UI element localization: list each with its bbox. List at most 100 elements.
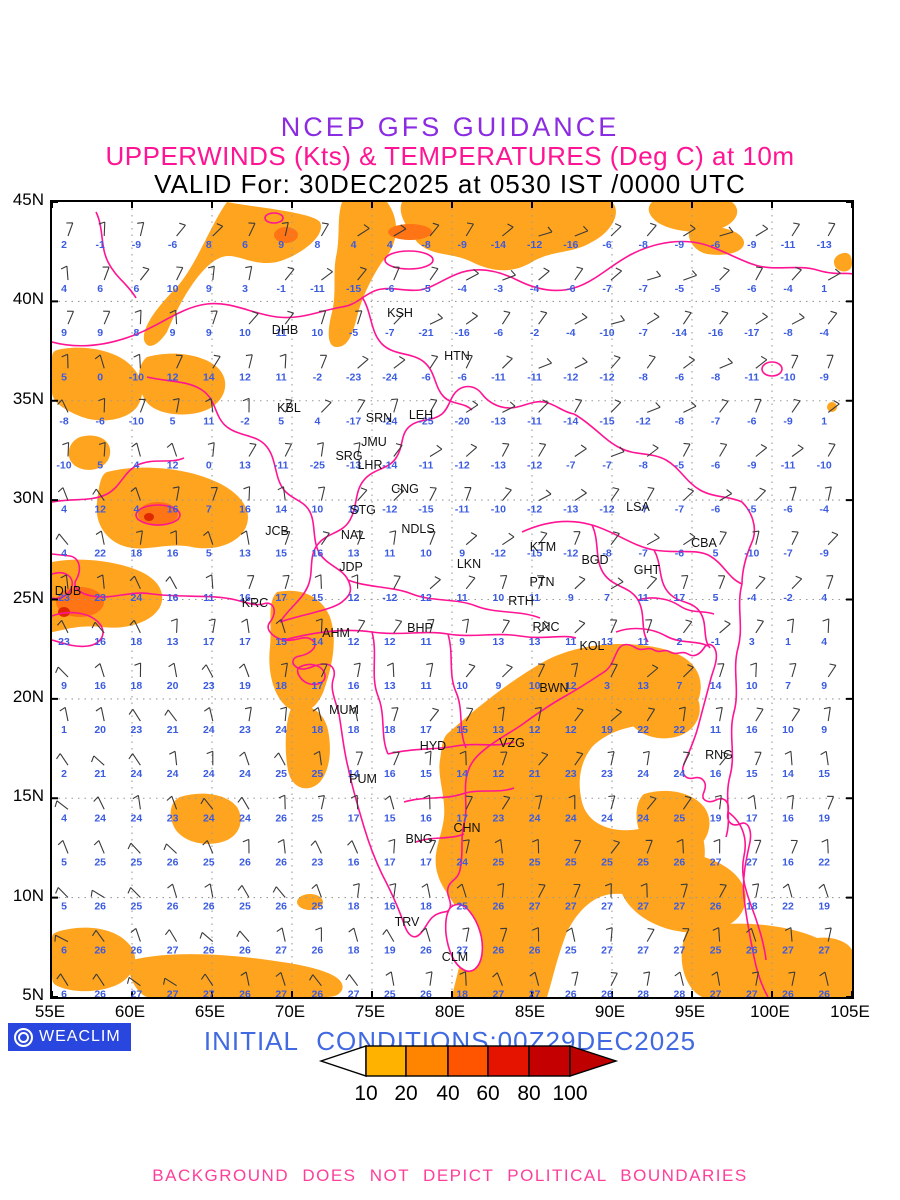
- temp-value: -5: [675, 283, 684, 295]
- wind-barb: [426, 662, 434, 678]
- temp-value: 22: [782, 901, 794, 913]
- temp-value: -16: [708, 327, 723, 339]
- wind-barb: [824, 927, 832, 942]
- wind-barb: [715, 706, 723, 722]
- wind-barb: [165, 576, 178, 590]
- wind-barb: [320, 354, 328, 369]
- temp-value: 10: [420, 548, 432, 560]
- temp-value: 4: [61, 283, 67, 295]
- temp-value: 10: [312, 504, 324, 516]
- wind-barb: [640, 882, 648, 898]
- wind-barb: [429, 707, 440, 722]
- wind-barb: [280, 706, 288, 722]
- city-label-clm: CLM: [442, 950, 468, 964]
- temp-value: 25: [239, 901, 251, 913]
- wind-barb: [500, 574, 508, 589]
- temp-value: -8: [59, 415, 68, 427]
- wind-barb: [94, 354, 105, 369]
- wind-barb: [538, 399, 549, 413]
- wind-barb: [605, 882, 612, 898]
- temp-value: 14: [710, 680, 722, 692]
- wind-barb: [610, 446, 625, 458]
- wind-barb: [201, 664, 214, 678]
- temp-value: 22: [674, 724, 686, 736]
- temp-value: 26: [312, 945, 324, 957]
- wind-barb: [712, 927, 721, 942]
- city-label-srn: SRN: [366, 411, 392, 425]
- temp-value: 16: [348, 680, 360, 692]
- wind-barb: [309, 974, 322, 987]
- wind-barb: [573, 531, 581, 545]
- wind-barb: [683, 270, 698, 281]
- temp-value: 26: [275, 856, 287, 868]
- temp-value: 5: [206, 548, 212, 560]
- wind-barb: [316, 442, 324, 457]
- temp-value: 27: [275, 945, 287, 957]
- wind-barb: [429, 354, 439, 369]
- wind-barb: [465, 312, 478, 325]
- wind-barb: [133, 353, 141, 369]
- temp-value: 23: [131, 724, 143, 736]
- wind-barb: [538, 310, 548, 325]
- wind-barb: [92, 488, 105, 501]
- temp-value: -24: [382, 415, 397, 427]
- wind-barb: [176, 222, 186, 237]
- temp-value: 9: [568, 592, 574, 604]
- wind-barb: [427, 618, 435, 634]
- temp-value: 25: [601, 856, 613, 868]
- temp-value: 18: [275, 680, 287, 692]
- temp-value: 10: [348, 504, 360, 516]
- temp-value: 24: [637, 812, 649, 824]
- temp-value: 16: [94, 680, 106, 692]
- wind-barb: [610, 314, 625, 325]
- city-label-kol: KOL: [579, 639, 604, 653]
- wind-barb: [500, 927, 508, 942]
- temp-value: 17: [674, 592, 686, 604]
- temp-value: 11: [529, 592, 540, 604]
- wind-barb: [170, 618, 178, 633]
- temp-value: 18: [456, 989, 468, 997]
- temp-value: -11: [274, 460, 289, 472]
- wind-barb: [62, 441, 70, 457]
- temp-value: 18: [131, 680, 143, 692]
- temp-value: 20: [167, 680, 179, 692]
- wind-barb: [713, 838, 721, 854]
- wind-barb: [574, 576, 586, 590]
- temp-value: -15: [418, 504, 433, 516]
- temp-value: 8: [133, 327, 139, 339]
- temp-value: -6: [783, 504, 792, 516]
- temp-value: 17: [456, 812, 468, 824]
- temp-value: -6: [675, 548, 684, 560]
- wind-barb: [98, 221, 106, 237]
- city-label-trv: TRV: [395, 915, 420, 929]
- wind-barb: [351, 574, 359, 589]
- temp-value: -13: [817, 239, 832, 251]
- wind-barb: [393, 311, 404, 325]
- temp-value: 26: [818, 989, 830, 997]
- temp-value: 25: [565, 856, 577, 868]
- wind-barb: [719, 620, 731, 634]
- wind-barb: [206, 750, 214, 766]
- wind-barb: [240, 971, 250, 986]
- wind-barb: [429, 222, 440, 237]
- wind-barb: [827, 222, 836, 237]
- temp-value: 26: [420, 989, 432, 997]
- wind-barb: [502, 664, 513, 678]
- temp-value: -10: [780, 371, 795, 383]
- wind-barb: [169, 309, 178, 325]
- wind-barb: [248, 310, 259, 325]
- wind-barb: [751, 971, 759, 986]
- temp-value: 25: [312, 812, 324, 824]
- temp-value: -24: [382, 371, 397, 383]
- city-label-leh: LEH: [409, 408, 433, 422]
- temp-value: 27: [529, 989, 541, 997]
- wind-barb: [646, 533, 660, 546]
- temp-value: 5: [278, 415, 284, 427]
- temp-value: 6: [97, 283, 103, 295]
- temp-value: 27: [601, 945, 613, 957]
- wind-barb: [574, 707, 584, 722]
- wind-barb: [244, 706, 252, 722]
- wind-barb: [754, 398, 762, 413]
- wind-barb: [680, 883, 688, 898]
- wind-barb: [205, 574, 214, 589]
